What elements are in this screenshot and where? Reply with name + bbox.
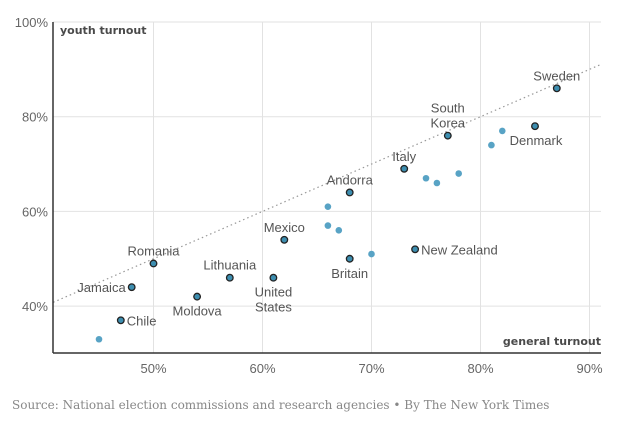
data-point-south-korea — [443, 131, 452, 140]
grid — [53, 21, 601, 353]
x-tick-label: 50% — [140, 361, 166, 376]
axes — [52, 22, 601, 354]
point-label: Sweden — [533, 68, 580, 83]
point-label: Britain — [331, 266, 368, 281]
data-point — [335, 227, 343, 234]
data-point — [324, 203, 332, 210]
data-point-sweden — [552, 84, 561, 93]
point-label: Chile — [127, 313, 157, 328]
other-points — [95, 127, 506, 343]
y-tick-label: 100% — [15, 15, 49, 30]
data-point — [499, 127, 506, 135]
data-point-new-zealand — [411, 245, 420, 254]
reference-line — [52, 64, 601, 303]
point-label: Moldova — [173, 304, 223, 319]
point-label: Denmark — [510, 133, 563, 148]
data-point-italy — [400, 164, 409, 173]
point-label: Korea — [430, 116, 465, 131]
point-label: Italy — [392, 149, 416, 164]
reference-line-group — [52, 64, 601, 303]
scatter-chart: 40% 60% 80% 100% 50% 60% 70% 80% 90% youth turn… — [15, 15, 603, 376]
data-point-andorra — [345, 188, 354, 197]
y-tick-labels: 40% 60% 80% 100% — [15, 15, 49, 314]
data-point — [433, 179, 441, 187]
x-tick-label: 80% — [467, 361, 493, 376]
point-label: Jamaica — [77, 280, 126, 295]
x-tick-label: 70% — [358, 361, 384, 376]
point-label: Andorra — [327, 172, 374, 187]
y-axis-title: youth turnout — [60, 24, 146, 37]
data-point-united-states — [269, 273, 278, 282]
source-note: Source: National election commissions an… — [12, 398, 550, 412]
data-point — [455, 170, 463, 177]
x-tick-label: 90% — [576, 361, 602, 376]
data-point-denmark — [531, 122, 539, 131]
data-point — [488, 141, 495, 149]
data-point-mexico — [280, 235, 289, 244]
data-point — [368, 250, 375, 258]
y-tick-label: 40% — [22, 299, 48, 314]
point-label: Romania — [127, 243, 180, 258]
y-tick-label: 80% — [22, 110, 48, 125]
point-label: United — [255, 285, 293, 300]
data-point-chile — [116, 316, 125, 325]
data-point-romania — [149, 259, 158, 268]
point-label: South — [431, 101, 465, 116]
x-axis-title: general turnout — [503, 335, 601, 348]
point-label: Lithuania — [203, 258, 257, 273]
x-tick-labels: 50% 60% 70% 80% 90% — [140, 361, 602, 376]
data-point — [324, 222, 332, 229]
data-point-lithuania — [225, 273, 234, 282]
data-point-jamaica — [127, 283, 136, 292]
data-point — [95, 335, 103, 343]
point-label: Mexico — [264, 220, 305, 235]
labeled-points — [116, 84, 561, 325]
data-point-britain — [345, 254, 354, 263]
data-point-moldova — [193, 292, 202, 301]
y-tick-label: 60% — [22, 204, 48, 219]
x-tick-label: 60% — [249, 361, 275, 376]
point-label: New Zealand — [421, 242, 498, 257]
data-point — [422, 174, 430, 182]
point-label: States — [255, 300, 292, 315]
